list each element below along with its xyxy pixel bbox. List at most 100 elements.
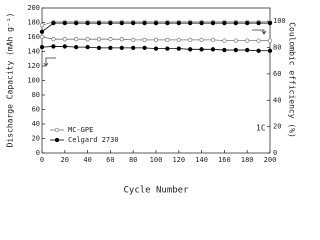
data-point [39,34,45,40]
data-point [62,37,67,42]
data-point [165,46,170,51]
x-tick-label: 80 [129,156,137,164]
data-point [142,45,147,51]
data-point [222,21,227,26]
y-tick-label: 160 [27,33,40,41]
annotation: 1C [256,124,266,133]
data-point [199,47,204,52]
data-point [142,37,147,43]
data-point [85,37,90,42]
data-point [131,21,136,26]
data-point [153,37,159,43]
data-point [85,21,90,26]
y-tick-label: 0 [36,149,40,157]
y-tick-label: 200 [27,4,40,12]
data-point [188,21,193,26]
data-point [267,21,273,26]
data-point [119,21,124,26]
legend-label: Celgard 2730 [68,136,119,144]
data-point [165,37,170,43]
data-point [74,21,79,26]
data-point [176,37,181,43]
y2-tick-label: 60 [273,70,281,78]
y2-tick-label: 40 [273,96,281,104]
data-point [108,21,113,26]
data-point [96,37,102,42]
data-point [39,45,45,50]
y-tick-label: 140 [27,48,40,56]
data-point [96,21,102,26]
data-point [256,38,261,43]
data-point [165,21,170,26]
x-tick-label: 180 [241,156,254,164]
data-point [119,37,124,42]
y-tick-label: 180 [27,19,40,27]
data-point [199,37,204,43]
data-point [256,48,261,53]
data-point [51,21,56,26]
y-tick-label: 60 [32,106,40,114]
x-tick-label: 140 [195,156,208,164]
data-point [131,37,136,43]
data-point [222,47,227,53]
x-tick-label: 120 [172,156,185,164]
data-point [176,46,181,51]
data-point [51,44,56,49]
data-point [131,45,136,51]
data-point [108,37,113,42]
legend-label: MC-GPE [68,126,93,134]
x-tick-label: 0 [40,156,44,164]
data-point [39,29,45,34]
data-point [119,45,124,51]
data-point [256,21,261,26]
y-tick-label: 100 [27,77,40,85]
data-point [267,38,273,43]
y-tick-label: 80 [32,91,40,99]
data-point [39,22,45,28]
data-point [96,45,102,51]
data-point [199,21,204,26]
x-tick-label: 100 [150,156,163,164]
x-axis-label: Cycle Number [123,186,189,196]
y2-tick-label: 80 [273,44,281,52]
arrow-left [43,57,56,67]
data-point [245,21,250,26]
x-tick-label: 20 [61,156,69,164]
data-point [267,48,273,53]
chart: Cycle Number Discharge Capacity (mAh g⁻¹… [6,4,297,196]
data-point [176,21,181,26]
y2-tick-label: 100 [273,17,286,25]
data-point [188,37,193,43]
data-point [62,44,67,49]
data-point [153,46,159,51]
x-tick-label: 40 [83,156,91,164]
data-point [51,37,56,42]
data-point [210,21,216,26]
data-point [233,38,238,43]
y-axis-label: Discharge Capacity (mAh g⁻¹) [6,13,15,148]
y2-axis-label: Coulombic efficiency (%) [288,22,297,138]
data-point [142,21,147,26]
data-point [74,45,79,50]
data-point [188,47,193,52]
data-point [85,45,90,50]
x-tick-label: 160 [218,156,231,164]
x-tick-label: 200 [264,156,277,164]
data-point [62,21,67,26]
data-point [245,47,250,53]
y2-tick-label: 20 [273,123,281,131]
y-tick-label: 40 [32,120,40,128]
data-point [222,38,227,43]
y-tick-label: 120 [27,62,40,70]
legend-marker [54,127,60,133]
y2-tick-label: 0 [273,149,277,157]
arrow-right [252,29,267,35]
legend-marker [54,137,60,143]
data-point [210,47,216,52]
data-point [233,47,238,53]
data-point [233,21,238,26]
data-point [74,37,79,42]
data-point [108,45,113,51]
data-point [153,21,159,26]
data-point [210,37,216,43]
